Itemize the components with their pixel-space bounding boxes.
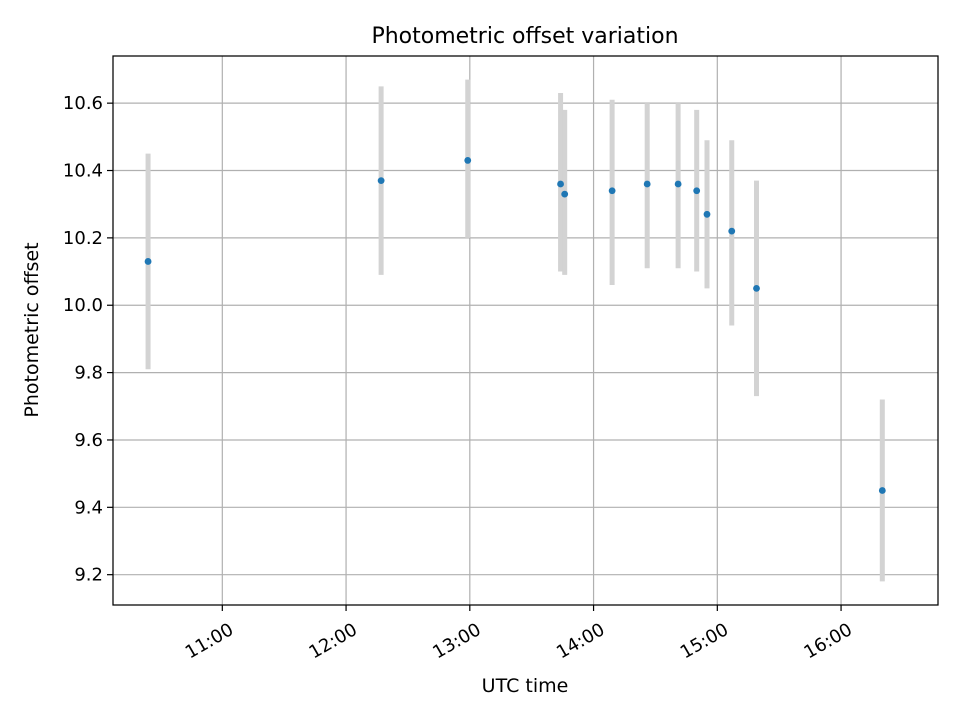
data-point bbox=[464, 157, 472, 164]
data-point bbox=[878, 487, 886, 494]
data-point bbox=[557, 180, 564, 188]
data-point bbox=[728, 227, 736, 235]
y-tick-label: 9.2 bbox=[74, 565, 103, 586]
data-point bbox=[561, 190, 569, 198]
grid-lines bbox=[113, 56, 938, 605]
data-points bbox=[144, 157, 886, 494]
y-tick-label: 9.4 bbox=[74, 497, 103, 518]
data-point bbox=[693, 187, 701, 195]
data-point bbox=[703, 210, 711, 218]
data-point bbox=[674, 180, 682, 188]
data-point bbox=[753, 284, 760, 292]
y-tick-label: 10.2 bbox=[63, 228, 103, 249]
y-tick-label: 10.6 bbox=[63, 93, 103, 114]
chart-title: Photometric offset variation bbox=[371, 24, 678, 49]
y-axis-ticks: 9.2 9.4 9.6 9.8 10.0 10.2 10.4 10.6 bbox=[63, 93, 113, 586]
y-axis-label: Photometric offset bbox=[21, 242, 43, 417]
y-tick-label: 10.4 bbox=[63, 161, 103, 182]
data-point bbox=[643, 180, 651, 188]
data-point bbox=[608, 187, 616, 195]
data-point bbox=[144, 258, 152, 265]
data-point bbox=[377, 177, 385, 185]
y-tick-label: 9.8 bbox=[74, 363, 103, 384]
x-axis-label: UTC time bbox=[482, 675, 569, 697]
y-tick-label: 9.6 bbox=[74, 430, 103, 451]
y-tick-label: 10.0 bbox=[63, 295, 103, 316]
plot-frame bbox=[112, 55, 939, 606]
